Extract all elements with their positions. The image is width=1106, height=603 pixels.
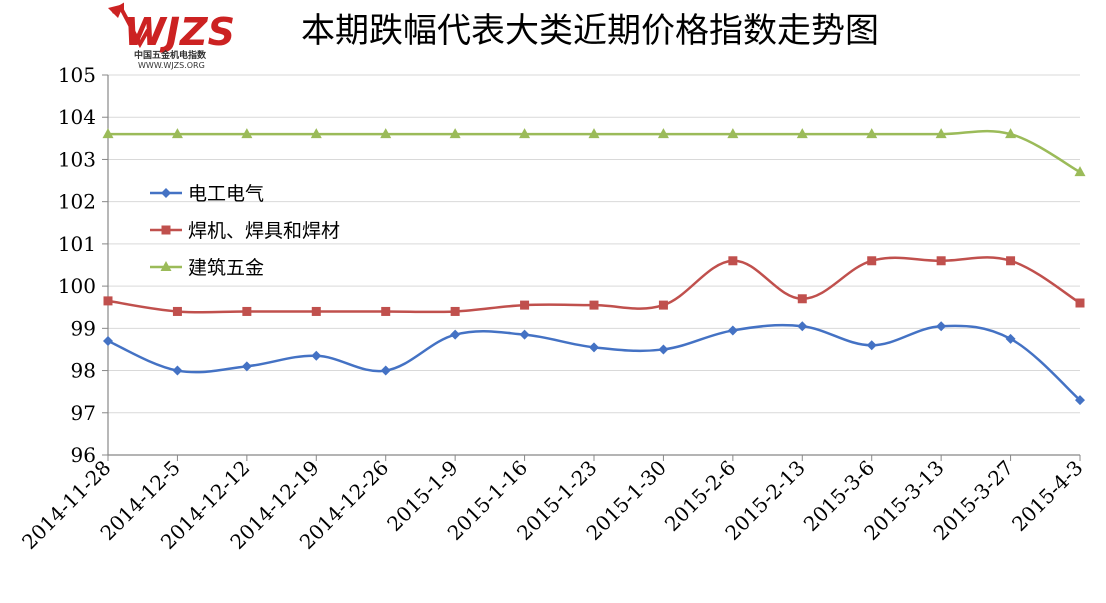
series-3-point-10: [796, 128, 808, 139]
series-2-point-7: [589, 300, 599, 310]
ytick-label-8: 104: [58, 105, 96, 129]
gridlines: [108, 74, 1080, 414]
xtick-label-14: 2015-4-3: [1007, 456, 1088, 537]
series-3-point-3: [310, 128, 322, 139]
logo-subtitle: 中国五金机电指数: [134, 49, 207, 61]
series-2-point-13: [1006, 256, 1016, 266]
ytick-label-9: 105: [58, 63, 96, 87]
series-3-point-12: [935, 128, 947, 139]
x-axis-ticks: 2014-11-282014-12-52014-12-122014-12-192…: [17, 455, 1088, 554]
ytick-label-0: 96: [71, 443, 96, 467]
series-3-point-13: [1005, 128, 1017, 139]
series-1-line: [107, 323, 1081, 402]
legend-marker-3: [160, 261, 172, 271]
series-2-point-2: [242, 306, 252, 316]
legend-label-1: 电工电气: [188, 183, 264, 205]
series-group: [102, 128, 1086, 406]
series-2: [103, 256, 1085, 316]
legend-item-1: 电工电气: [150, 183, 264, 205]
series-1-point-13: [1005, 333, 1016, 344]
ytick-label-1: 97: [71, 401, 96, 425]
series-1-point-0: [103, 336, 113, 346]
series-3-point-4: [380, 128, 392, 139]
series-3-point-8: [657, 128, 669, 139]
wjzs-logo: WJZS 中国五金机电指数 WWW.WJZS.ORG: [108, 2, 235, 70]
xtick-label-0: 2014-11-28: [17, 456, 116, 555]
series-1-point-7: [589, 342, 599, 353]
series-2-line: [107, 256, 1081, 314]
logo-arrowhead-icon: [108, 4, 124, 18]
legend-item-3: 建筑五金: [150, 257, 264, 279]
legend-marker-2: [161, 225, 171, 235]
series-1-point-4: [380, 365, 391, 376]
series-2-point-10: [797, 294, 807, 304]
series-1-point-14: [1075, 395, 1085, 406]
chart-title: 本期跌幅代表大类近期价格指数走势图: [301, 11, 879, 51]
ytick-label-3: 99: [71, 316, 96, 340]
series-2-point-11: [867, 256, 877, 266]
logo-main: WJZS: [124, 10, 235, 54]
series-2-point-14: [1075, 298, 1085, 308]
ytick-label-5: 101: [58, 232, 96, 256]
series-3-point-6: [519, 128, 531, 139]
series-2-point-6: [520, 300, 530, 310]
series-2-point-5: [450, 306, 460, 316]
legend-marker-1: [161, 188, 171, 198]
ytick-label-7: 103: [58, 147, 96, 171]
series-2-point-3: [311, 306, 321, 316]
series-1: [103, 321, 1085, 406]
series-1-point-5: [450, 329, 461, 340]
logo-url: WWW.WJZS.ORG: [138, 61, 205, 70]
series-3-point-7: [588, 128, 600, 139]
series-2-point-8: [658, 300, 668, 310]
series-3-point-2: [241, 128, 253, 139]
series-1-point-6: [519, 329, 530, 340]
series-3-point-5: [449, 128, 461, 139]
series-2-point-12: [936, 256, 946, 266]
series-3-point-14: [1074, 166, 1086, 177]
legend-label-2: 焊机、焊具和焊材: [188, 220, 340, 242]
series-1-point-9: [727, 325, 738, 336]
series-2-point-9: [728, 256, 738, 266]
series-3: [102, 128, 1086, 177]
series-2-point-1: [172, 306, 182, 316]
ytick-label-4: 100: [58, 274, 96, 298]
ytick-label-2: 98: [71, 359, 96, 383]
legend-label-3: 建筑五金: [188, 257, 264, 279]
series-2-point-4: [381, 306, 391, 316]
series-2-point-0: [103, 296, 113, 306]
series-1-point-10: [797, 321, 808, 332]
series-1-point-1: [172, 365, 183, 376]
series-1-point-12: [936, 321, 947, 332]
series-3-point-11: [866, 128, 878, 139]
y-axis-ticks: 96 97 98 99 100 101 102 103 104 105: [58, 63, 108, 467]
series-3-point-9: [727, 128, 739, 139]
series-1-point-3: [311, 350, 322, 361]
series-3-point-1: [171, 128, 183, 139]
series-1-point-8: [658, 344, 669, 355]
ytick-label-6: 102: [58, 190, 96, 214]
series-3-point-0: [102, 128, 114, 139]
series-1-point-2: [241, 361, 252, 372]
series-1-point-11: [866, 340, 877, 351]
legend-item-2: 焊机、焊具和焊材: [150, 220, 340, 242]
